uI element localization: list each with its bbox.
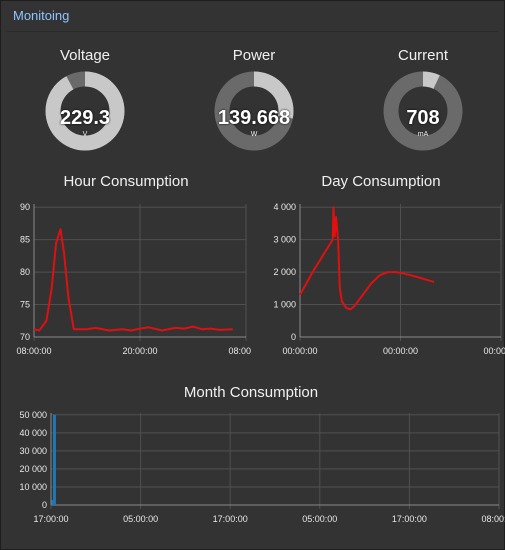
month-chart-x-tick-label: 05:00:00 — [302, 514, 337, 524]
day-chart-x-tick-label: 00:00:00 — [383, 346, 418, 356]
current-gauge-title: Current — [397, 47, 449, 64]
day-chart-y-tick-label: 3 000 — [273, 235, 296, 245]
month-chart-x-tick-label: 17:00:00 — [33, 514, 68, 524]
power-unit: W — [250, 131, 258, 138]
day-chart-y-tick-label: 0 — [291, 332, 296, 342]
power-value: 139.668 — [217, 107, 291, 129]
month-chart-bar — [51, 499, 55, 505]
day-chart-x-tick-label: 00:00:00 — [483, 346, 505, 356]
current-value: 708 — [406, 107, 440, 129]
day-chart-series-line — [299, 206, 435, 311]
group-title: Monitoing — [13, 8, 70, 23]
hour-chart-y-tick-label: 70 — [20, 332, 30, 342]
month-chart-y-tick-label: 0 — [42, 500, 47, 510]
month-chart-y-tick-label: 40 000 — [19, 428, 47, 438]
hour-chart-title: Hour Consumption — [63, 173, 189, 190]
voltage-gauge-title: Voltage — [59, 47, 111, 64]
voltage-gauge-ring — [45, 71, 125, 151]
day-chart-x-tick-label: 00:00:00 — [282, 346, 317, 356]
hour-chart-x-tick-label: 20:00:00 — [122, 346, 157, 356]
voltage-value: 229.3 — [59, 107, 111, 129]
day-consumption-chart: 0 1 000 2 000 3 000 4 000 00:00:00 00:00:00 00:… — [273, 202, 505, 356]
month-consumption-chart: 0 10 000 20 000 30 000 40 000 50 000 17:00:00 0… — [19, 410, 505, 524]
hour-consumption-chart: 70 75 80 85 90 08:00:00 20:00:00 08:00:00 — [16, 202, 251, 356]
month-chart-x-tick-label: 05:00:00 — [123, 514, 158, 524]
month-chart-x-tick-label: 17:00:00 — [213, 514, 248, 524]
voltage-unit: V — [82, 131, 88, 138]
power-gauge-ring — [214, 71, 294, 151]
day-chart-title: Day Consumption — [321, 173, 441, 190]
voltage-gauge: Voltage 229.3 V — [30, 47, 140, 157]
month-chart-y-tick-label: 20 000 — [19, 464, 47, 474]
day-chart-y-tick-label: 1 000 — [273, 300, 296, 310]
power-gauge-title: Power — [232, 47, 276, 64]
month-chart-bar — [52, 414, 56, 505]
current-gauge: Current 708 mA — [368, 47, 478, 157]
hour-chart-y-tick-label: 80 — [20, 267, 30, 277]
month-chart-x-tick-label: 08:00:00 — [481, 514, 505, 524]
hour-chart-x-tick-label: 08:00:00 — [228, 346, 251, 356]
day-chart-y-tick-label: 2 000 — [273, 267, 296, 277]
hour-chart-series-line — [33, 228, 233, 332]
hour-chart-x-tick-label: 08:00:00 — [16, 346, 51, 356]
month-chart-y-tick-label: 30 000 — [19, 446, 47, 456]
current-gauge-ring — [383, 71, 463, 151]
hour-chart-y-tick-label: 90 — [20, 202, 30, 212]
hour-chart-y-tick-label: 75 — [20, 300, 30, 310]
current-unit: mA — [417, 131, 429, 138]
month-chart-y-tick-label: 50 000 — [19, 410, 47, 420]
power-gauge: Power 139.668 W — [199, 47, 309, 157]
day-chart-y-tick-label: 4 000 — [273, 202, 296, 212]
hour-chart-y-tick-label: 85 — [20, 235, 30, 245]
month-chart-y-tick-label: 10 000 — [19, 482, 47, 492]
month-chart-title: Month Consumption — [183, 384, 319, 401]
month-chart-x-tick-label: 17:00:00 — [392, 514, 427, 524]
group-divider — [7, 31, 498, 32]
